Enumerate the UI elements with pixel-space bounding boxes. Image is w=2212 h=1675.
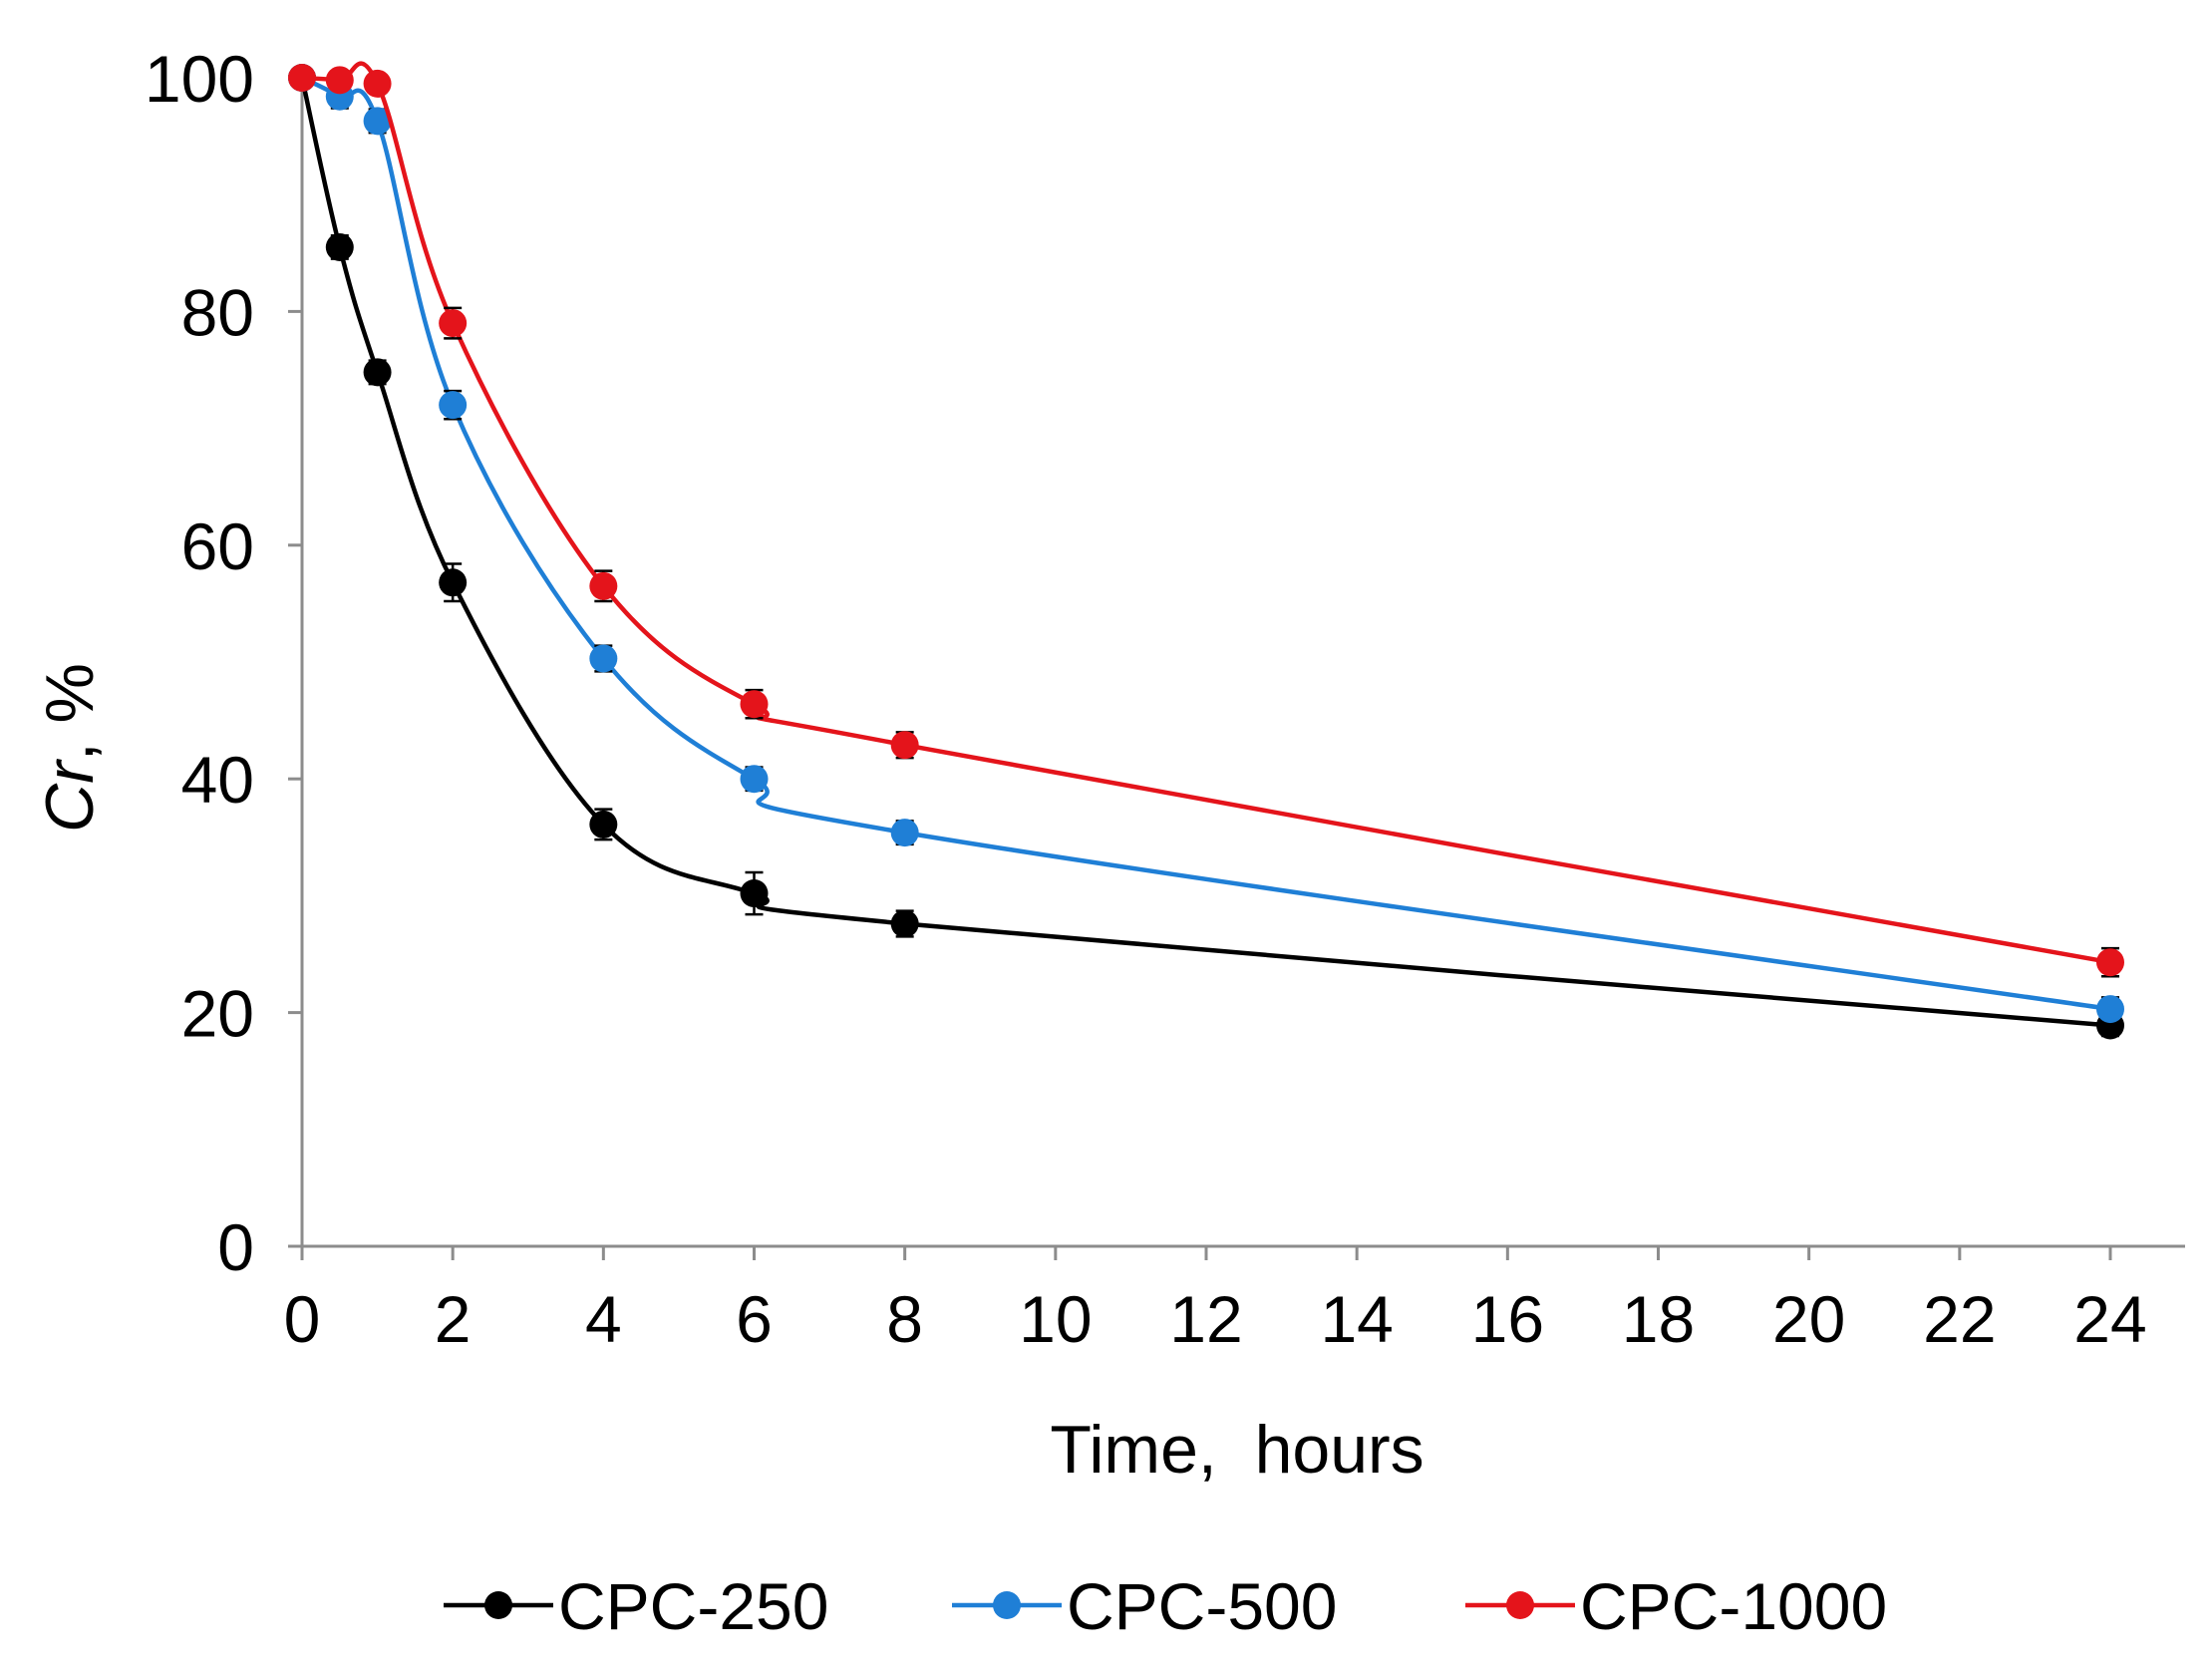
legend-marker (993, 1591, 1021, 1619)
x-tick-label: 0 (284, 1282, 321, 1356)
x-tick-label: 24 (2073, 1282, 2146, 1356)
data-point (589, 810, 618, 838)
x-tick-label: 6 (736, 1282, 773, 1356)
data-point (288, 64, 316, 92)
data-point (325, 232, 354, 261)
legend-label: CPC-1000 (1580, 1569, 1887, 1643)
legend-label: CPC-250 (558, 1569, 828, 1643)
y-tick-label: 0 (217, 1210, 254, 1284)
data-point (363, 107, 392, 136)
y-tick-label: 100 (145, 42, 254, 116)
data-point (589, 571, 618, 600)
x-tick-label: 2 (435, 1282, 472, 1356)
label-layer: Time, hours Cr, % (32, 663, 1424, 1488)
data-point (890, 731, 919, 760)
x-tick-label: 18 (1622, 1282, 1695, 1356)
x-tick-label: 14 (1320, 1282, 1393, 1356)
y-tick-label: 20 (181, 977, 254, 1051)
x-tick-label: 16 (1471, 1282, 1544, 1356)
legend-item-CPC-500: CPC-500 (952, 1569, 1337, 1643)
series-line (301, 61, 2111, 965)
y-axis-label-suffix: , % (32, 663, 108, 761)
series-CPC-500 (288, 64, 2124, 1024)
x-tick-label: 20 (1772, 1282, 1845, 1356)
y-tick-label: 80 (181, 275, 254, 349)
data-point (890, 819, 919, 847)
legend-label: CPC-500 (1067, 1569, 1337, 1643)
data-point (363, 69, 392, 98)
x-tick-label: 8 (886, 1282, 923, 1356)
legend-marker (484, 1591, 512, 1619)
x-tick-label: 12 (1169, 1282, 1242, 1356)
y-axis-label: Cr, % (32, 663, 108, 833)
x-tick-label: 22 (1923, 1282, 1996, 1356)
data-point (325, 66, 354, 95)
series-line (299, 77, 2111, 1028)
data-point (2096, 948, 2124, 977)
y-tick-label: 60 (181, 509, 254, 583)
x-tick-label: 10 (1019, 1282, 1092, 1356)
x-axis-label: Time, hours (1050, 1412, 1423, 1488)
series-CPC-250 (288, 64, 2124, 1040)
data-point (439, 391, 468, 420)
data-point (740, 879, 769, 908)
series-layer (288, 61, 2124, 1040)
legend-marker (1506, 1591, 1534, 1619)
data-point (439, 309, 468, 338)
data-point (2096, 995, 2124, 1024)
x-tick-label: 4 (585, 1282, 622, 1356)
series-CPC-1000 (288, 61, 2124, 978)
legend: CPC-250 CPC-500 CPC-1000 (444, 1569, 1887, 1643)
y-axis-label-main: Cr (32, 759, 108, 833)
data-point (589, 644, 618, 673)
data-point (740, 765, 769, 794)
legend-item-CPC-250: CPC-250 (444, 1569, 828, 1643)
data-point (890, 909, 919, 938)
legend-item-CPC-1000: CPC-1000 (1465, 1569, 1887, 1643)
data-point (439, 568, 468, 597)
data-point (740, 690, 769, 719)
data-point (363, 358, 392, 387)
y-tick-label: 40 (181, 743, 254, 817)
